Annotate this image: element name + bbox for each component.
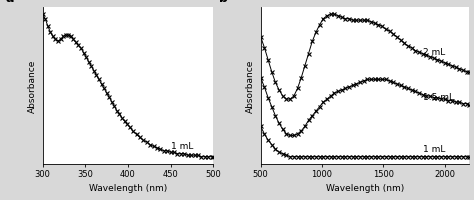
Text: 1 mL: 1 mL xyxy=(171,141,193,150)
Text: 1 mL: 1 mL xyxy=(423,144,445,153)
Text: 1.5 mL: 1.5 mL xyxy=(423,93,454,102)
Text: 2 mL: 2 mL xyxy=(423,47,445,56)
Text: a: a xyxy=(5,0,14,5)
Y-axis label: Absorbance: Absorbance xyxy=(246,59,255,113)
X-axis label: Wavelength (nm): Wavelength (nm) xyxy=(89,183,167,192)
Y-axis label: Absorbance: Absorbance xyxy=(28,59,37,113)
X-axis label: Wavelength (nm): Wavelength (nm) xyxy=(326,183,404,192)
Text: b: b xyxy=(219,0,228,5)
